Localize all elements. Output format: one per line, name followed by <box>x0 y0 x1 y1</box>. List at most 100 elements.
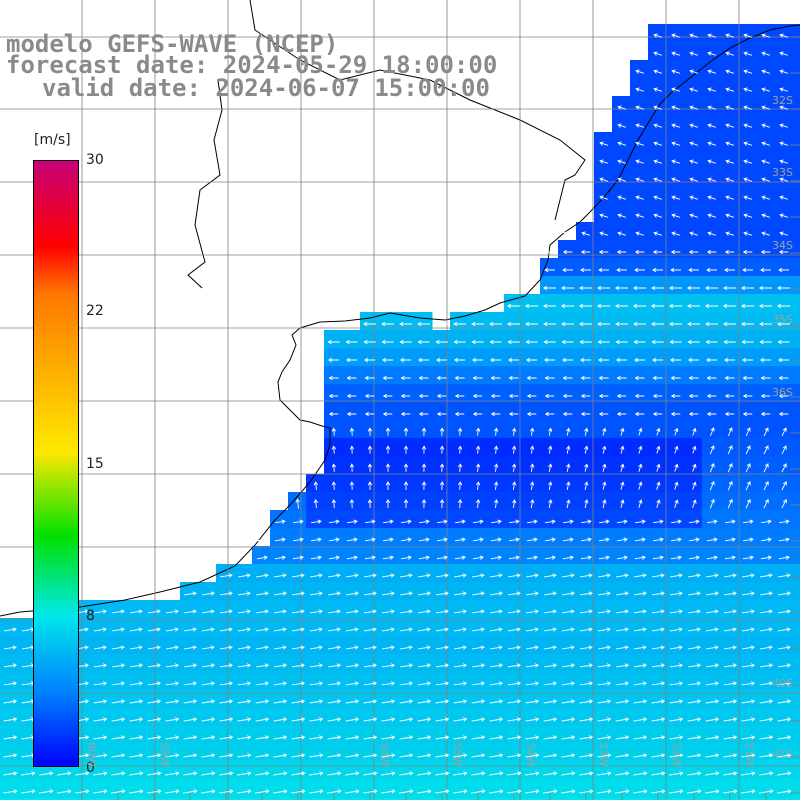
wind-arrow <box>346 375 357 381</box>
sea-cell <box>504 330 523 349</box>
wind-arrow <box>706 573 719 578</box>
sea-cell <box>180 690 199 709</box>
wind-arrow <box>763 463 769 473</box>
wind-arrow <box>165 681 180 686</box>
wind-arrow <box>651 681 666 686</box>
wind-arrow <box>745 463 751 473</box>
sea-cell <box>738 114 757 133</box>
wind-arrow <box>669 753 684 758</box>
sea-cell <box>612 672 631 691</box>
sea-cell <box>90 672 109 691</box>
wind-arrow <box>763 427 769 437</box>
wind-arrow <box>579 753 594 758</box>
sea-cell <box>90 654 109 673</box>
sea-cell <box>666 438 685 457</box>
sea-cell <box>684 114 703 133</box>
sea-cell <box>360 744 379 763</box>
sea-cell <box>756 798 775 800</box>
sea-cell <box>774 132 793 151</box>
sea-cell <box>720 24 739 43</box>
wind-arrow <box>363 681 378 686</box>
sea-cell <box>594 654 613 673</box>
sea-cell <box>360 510 379 529</box>
wind-arrow <box>634 393 645 399</box>
sea-cell <box>738 60 757 79</box>
wind-arrow <box>725 231 735 236</box>
wind-arrow <box>364 411 375 417</box>
wind-arrow <box>634 267 645 273</box>
wind-arrow <box>561 753 576 758</box>
wind-arrow <box>616 375 627 381</box>
wind-arrow <box>561 285 575 291</box>
sea-cell <box>540 582 559 601</box>
wind-arrow <box>778 267 789 273</box>
wind-arrow <box>417 735 432 740</box>
wind-arrow <box>777 753 792 758</box>
sea-cell <box>486 510 505 529</box>
wind-arrow <box>705 717 720 722</box>
wind-arrow <box>759 591 773 596</box>
sea-cell <box>630 474 649 493</box>
sea-cell <box>540 564 559 583</box>
sea-cell <box>468 402 487 421</box>
wind-arrow <box>237 591 251 596</box>
wind-arrow <box>615 609 629 614</box>
wind-arrow <box>562 393 573 399</box>
sea-cell <box>144 618 163 637</box>
wind-arrow <box>349 499 355 509</box>
wind-arrow <box>779 519 790 524</box>
sea-cell <box>252 798 271 800</box>
sea-cell <box>522 294 541 313</box>
wind-arrow <box>597 681 612 686</box>
wind-arrow <box>255 627 269 632</box>
sea-cell <box>396 600 415 619</box>
wind-arrow <box>345 789 360 794</box>
wind-arrow <box>653 231 663 236</box>
sea-cell <box>792 618 800 637</box>
coastline <box>0 24 800 617</box>
wind-arrow <box>399 717 414 722</box>
sea-cell <box>360 330 379 349</box>
wind-arrow <box>741 339 754 345</box>
wind-arrow <box>309 753 324 758</box>
sea-cell <box>720 204 739 223</box>
wind-arrow <box>327 699 342 704</box>
sea-cell <box>756 672 775 691</box>
wind-arrows <box>3 33 792 794</box>
sea-cell <box>504 636 523 655</box>
sea-cell <box>684 24 703 43</box>
wind-arrow <box>687 591 701 596</box>
sea-cell <box>648 636 667 655</box>
wind-arrow <box>617 141 627 146</box>
sea-cell <box>540 258 559 277</box>
sea-cell <box>702 420 721 439</box>
wind-arrow <box>598 573 611 578</box>
sea-cell <box>738 744 757 763</box>
sea-cell <box>324 582 343 601</box>
wind-arrow <box>381 645 395 650</box>
sea-cell <box>288 672 307 691</box>
sea-cell <box>612 402 631 421</box>
sea-cell <box>576 528 595 547</box>
sea-cell <box>504 672 523 691</box>
sea-cell <box>792 96 800 115</box>
wind-arrow <box>579 285 593 291</box>
wind-arrow <box>745 481 751 491</box>
sea-cell <box>702 618 721 637</box>
wind-arrow <box>328 555 340 560</box>
sea-cell <box>594 240 613 259</box>
wind-arrow <box>381 717 396 722</box>
valid-date: valid date: 2024-06-07 15:00:00 <box>42 74 490 102</box>
sea-cell <box>504 564 523 583</box>
sea-cell <box>684 456 703 475</box>
wind-arrow <box>382 573 395 578</box>
sea-cell <box>576 312 595 331</box>
sea-cell <box>666 330 685 349</box>
sea-cell <box>684 546 703 565</box>
sea-cell <box>612 420 631 439</box>
sea-cell <box>216 690 235 709</box>
wind-arrow <box>727 462 733 473</box>
sea-cell <box>108 744 127 763</box>
colorbar-tick-0: 0 <box>86 760 95 776</box>
wind-arrow <box>692 445 697 454</box>
